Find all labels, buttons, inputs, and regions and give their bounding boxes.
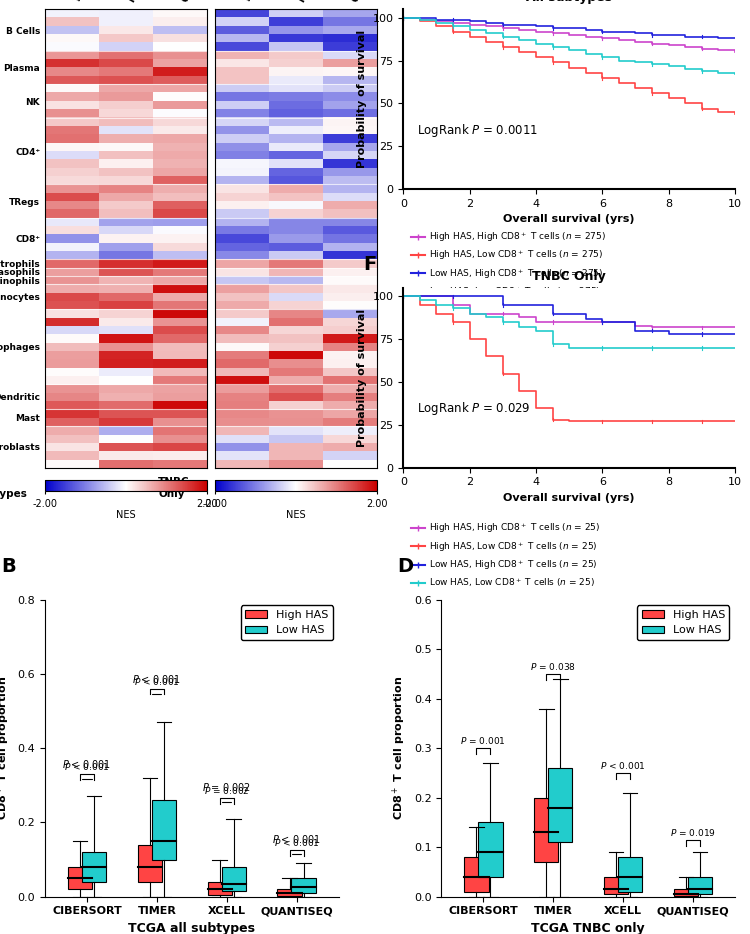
FancyBboxPatch shape xyxy=(688,877,712,894)
Text: $P$ = 0.019: $P$ = 0.019 xyxy=(670,827,716,838)
Text: LogRank $P$ = 0.0011: LogRank $P$ = 0.0011 xyxy=(416,121,538,139)
FancyBboxPatch shape xyxy=(674,889,698,896)
Text: $P$ = 0.001: $P$ = 0.001 xyxy=(460,735,506,746)
Text: LogRank $P$ = 0.029: LogRank $P$ = 0.029 xyxy=(416,401,530,417)
FancyBboxPatch shape xyxy=(138,844,162,882)
Legend: High HAS, Low HAS: High HAS, Low HAS xyxy=(637,605,730,640)
Y-axis label: CD8$^+$ T cell proportion: CD8$^+$ T cell proportion xyxy=(391,676,408,820)
FancyBboxPatch shape xyxy=(604,877,628,894)
Text: All
Subtypes: All Subtypes xyxy=(0,477,27,500)
Text: $P$ < 0.001: $P$ < 0.001 xyxy=(272,833,321,844)
FancyBboxPatch shape xyxy=(208,882,232,895)
Text: $P$ < 0.001: $P$ < 0.001 xyxy=(600,760,646,771)
X-axis label: Overall survival (yrs): Overall survival (yrs) xyxy=(503,215,635,224)
Text: $P$ < 0.001: $P$ < 0.001 xyxy=(64,761,110,772)
Text: B: B xyxy=(1,557,16,576)
FancyBboxPatch shape xyxy=(221,867,246,891)
Text: $P$ < 0.001: $P$ < 0.001 xyxy=(62,758,112,771)
FancyBboxPatch shape xyxy=(292,878,316,893)
X-axis label: NES: NES xyxy=(286,510,306,520)
X-axis label: NES: NES xyxy=(116,510,136,520)
FancyBboxPatch shape xyxy=(534,798,559,862)
X-axis label: Overall survival (yrs): Overall survival (yrs) xyxy=(503,493,635,502)
Y-axis label: Probability of survival: Probability of survival xyxy=(357,309,367,446)
Legend: High HAS, Low HAS: High HAS, Low HAS xyxy=(241,605,333,640)
Text: $P$ = 0.038: $P$ = 0.038 xyxy=(530,661,576,672)
FancyBboxPatch shape xyxy=(82,852,106,882)
Text: TNBC
Only: TNBC Only xyxy=(158,477,190,500)
FancyBboxPatch shape xyxy=(68,867,92,889)
Legend: High HAS, High CD8$^+$ T cells ($n$ = 25), High HAS, Low CD8$^+$ T cells ($n$ = : High HAS, High CD8$^+$ T cells ($n$ = 25… xyxy=(408,518,604,592)
FancyBboxPatch shape xyxy=(464,857,488,892)
Legend: High HAS, High CD8$^+$ T cells ($n$ = 275), High HAS, Low CD8$^+$ T cells ($n$ =: High HAS, High CD8$^+$ T cells ($n$ = 27… xyxy=(408,227,610,302)
X-axis label: TCGA TNBC only: TCGA TNBC only xyxy=(532,922,645,934)
FancyBboxPatch shape xyxy=(478,823,502,877)
Text: $P$ < 0.001: $P$ < 0.001 xyxy=(132,673,182,686)
Text: D: D xyxy=(398,557,413,576)
X-axis label: TCGA all subtypes: TCGA all subtypes xyxy=(128,922,255,934)
Title: TNBC Only: TNBC Only xyxy=(532,270,606,283)
FancyBboxPatch shape xyxy=(548,768,572,842)
Title: All subtypes: All subtypes xyxy=(526,0,612,4)
Text: $P$ = 0.002: $P$ = 0.002 xyxy=(202,781,251,793)
Text: $P$ < 0.001: $P$ < 0.001 xyxy=(274,838,320,848)
FancyBboxPatch shape xyxy=(278,889,302,896)
Y-axis label: Probability of survival: Probability of survival xyxy=(357,30,367,168)
FancyBboxPatch shape xyxy=(152,800,176,859)
FancyBboxPatch shape xyxy=(618,857,642,892)
Text: $P$ = 0.002: $P$ = 0.002 xyxy=(204,785,250,797)
Text: F: F xyxy=(364,255,376,274)
Y-axis label: CD8$^+$ T cell proportion: CD8$^+$ T cell proportion xyxy=(0,676,12,820)
Text: $P$ < 0.001: $P$ < 0.001 xyxy=(134,676,180,687)
